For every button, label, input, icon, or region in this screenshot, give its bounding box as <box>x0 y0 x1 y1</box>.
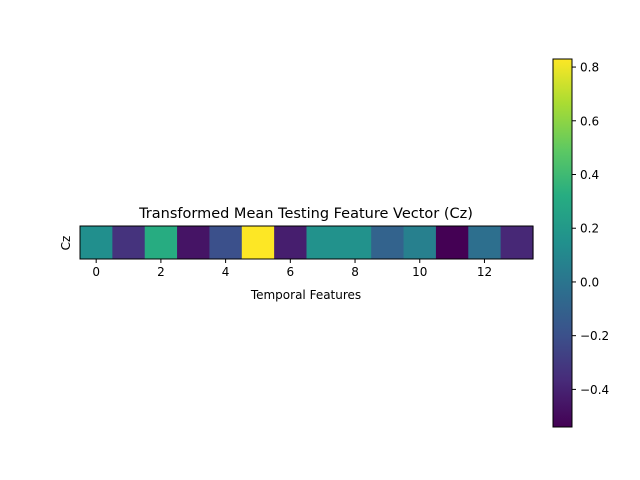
colorbar-tick-label: −0.2 <box>580 329 609 343</box>
heatmap-cell-6 <box>274 226 308 259</box>
x-tick-label: 4 <box>222 265 230 279</box>
heatmap-cell-0 <box>80 226 113 259</box>
x-tick-label: 8 <box>351 265 359 279</box>
heatmap-cell-8 <box>338 226 372 259</box>
colorbar-tick-label: 0.4 <box>580 168 599 182</box>
heatmap-cell-1 <box>112 226 146 259</box>
colorbar-tick-label: 0.6 <box>580 114 599 128</box>
x-axis-label: Temporal Features <box>250 288 361 302</box>
heatmap-cells <box>80 226 534 259</box>
heatmap-frame <box>79 225 534 260</box>
row-label: Cz <box>59 236 73 251</box>
colorbar <box>553 59 572 427</box>
heatmap-cell-10 <box>403 226 437 259</box>
heatmap-cell-11 <box>435 226 469 259</box>
x-axis-ticks: 0 2 4 6 8 10 12 <box>92 259 492 279</box>
chart-title: Transformed Mean Testing Feature Vector … <box>138 206 473 222</box>
heatmap-cell-13 <box>500 226 534 259</box>
colorbar-tick-label: 0.0 <box>580 275 599 289</box>
heatmap-cell-5 <box>241 226 275 259</box>
colorbar-tick-label: −0.4 <box>580 383 609 397</box>
colorbar-frame <box>552 58 573 428</box>
x-tick-label: 0 <box>92 265 100 279</box>
heatmap-cell-2 <box>144 226 178 259</box>
heatmap-cell-4 <box>209 226 243 259</box>
heatmap-cell-12 <box>468 226 502 259</box>
x-tick-label: 2 <box>157 265 165 279</box>
x-tick-label: 6 <box>287 265 295 279</box>
colorbar-tick-label: 0.2 <box>580 222 599 236</box>
heatmap-cell-3 <box>177 226 211 259</box>
x-tick-label: 10 <box>412 265 427 279</box>
heatmap-cell-9 <box>371 226 405 259</box>
heatmap-cell-7 <box>306 226 340 259</box>
colorbar-ticks: −0.4 −0.2 0.0 0.2 0.4 0.6 0.8 <box>572 61 609 397</box>
x-tick-label: 12 <box>477 265 492 279</box>
colorbar-tick-label: 0.8 <box>580 61 599 75</box>
